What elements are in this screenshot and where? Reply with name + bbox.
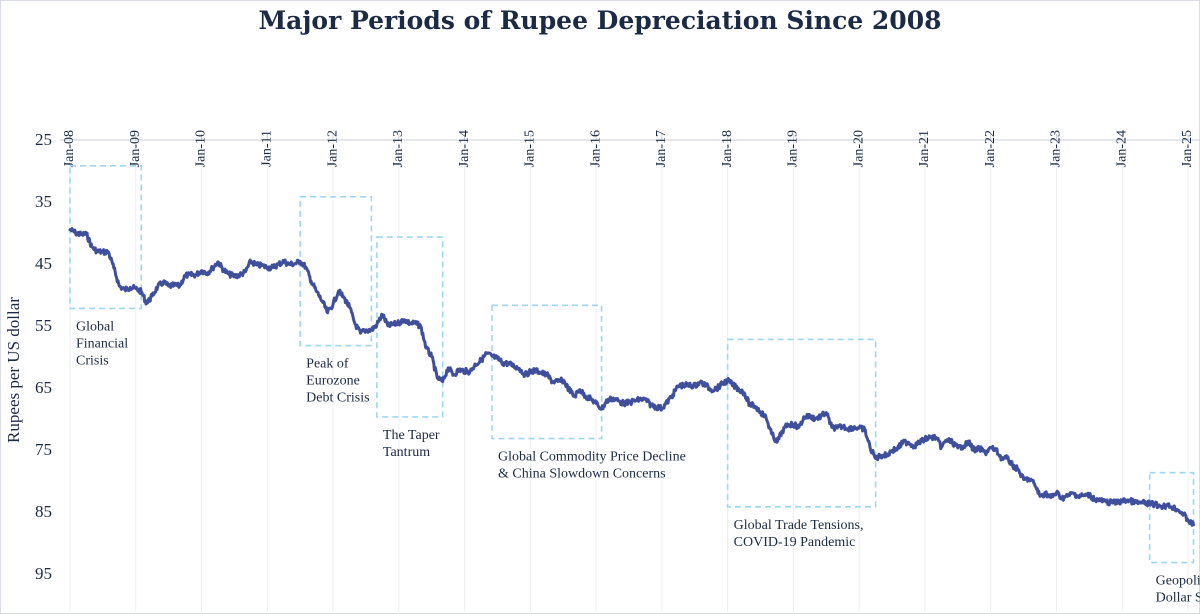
y-tick-label: 35 <box>35 192 52 211</box>
x-tick-label: Jan-20 <box>851 130 866 167</box>
annotation-label: & China Slowdown Concerns <box>498 467 666 482</box>
x-tick-label: Jan-11 <box>260 130 275 167</box>
y-tick-label: 65 <box>35 378 52 397</box>
x-tick-label: Jan-18 <box>720 130 735 167</box>
annotation-label: Dollar Strength <box>1156 591 1200 606</box>
x-tick-label: Jan-16 <box>588 130 603 167</box>
series-line-usd-inr <box>68 227 1195 527</box>
x-tick-label: Jan-14 <box>457 130 472 167</box>
annotation-box <box>299 196 373 347</box>
x-tick-label: Jan-24 <box>1114 130 1129 167</box>
y-tick-label: 25 <box>35 130 52 149</box>
y-axis: 25 35 45 55 65 75 85 95 <box>35 130 52 583</box>
annotation-label: COVID-19 Pandemic <box>734 535 856 550</box>
y-tick-label: 45 <box>35 254 52 273</box>
y-tick-label: 95 <box>35 564 52 583</box>
x-tick-label: Jan-25 <box>1180 130 1195 167</box>
x-tick-label: Jan-10 <box>194 130 209 167</box>
annotation-box <box>376 236 444 418</box>
x-tick-label: Jan-15 <box>523 130 538 167</box>
chart-title: Major Periods of Rupee Depreciation Sinc… <box>258 6 942 35</box>
x-tick-label: Jan-13 <box>391 130 406 167</box>
annotation-box <box>491 304 603 440</box>
annotation-label: Peak of <box>306 357 349 372</box>
x-tick-label: Jan-12 <box>325 130 340 167</box>
annotation-labels: Global Financial Crisis Peak of Eurozone Debt… <box>76 319 1200 605</box>
annotation-boxes <box>69 165 1195 564</box>
annotation-label: The Taper <box>383 428 440 443</box>
annotation-label: Eurozone <box>306 374 360 389</box>
x-tick-label: Jan-19 <box>786 130 801 167</box>
annotation-box <box>1148 471 1195 564</box>
annotation-label: Financial <box>76 336 128 351</box>
x-tick-label: Jan-17 <box>654 130 669 167</box>
series-layer <box>68 227 1195 527</box>
annotation-label: Crisis <box>76 353 109 368</box>
annotation-box <box>69 165 143 310</box>
y-tick-label: 75 <box>35 440 52 459</box>
x-tick-label: Jan-23 <box>1049 130 1064 167</box>
y-tick-label: 85 <box>35 502 52 521</box>
annotation-label: Tantrum <box>383 445 430 460</box>
x-axis: Jan-08 Jan-09 Jan-10 Jan-11 Jan-12 Jan-13 Jan-… <box>60 130 1200 167</box>
annotation-label: Global Commodity Price Decline <box>498 450 686 465</box>
y-tick-label: 55 <box>35 316 52 335</box>
annotation-label: Global Trade Tensions, <box>734 518 864 533</box>
annotation-box <box>726 338 877 508</box>
x-tick-label: Jan-09 <box>128 130 143 167</box>
annotation-label: Debt Crisis <box>306 391 369 406</box>
annotation-label: Global <box>76 319 114 334</box>
x-tick-label: Jan-22 <box>983 130 998 167</box>
x-tick-label: Jan-08 <box>62 130 77 167</box>
x-tick-label: Jan-21 <box>917 130 932 167</box>
vertical-gridlines <box>69 140 1189 614</box>
annotation-label: Geopolitical Tensions, <box>1156 574 1200 589</box>
